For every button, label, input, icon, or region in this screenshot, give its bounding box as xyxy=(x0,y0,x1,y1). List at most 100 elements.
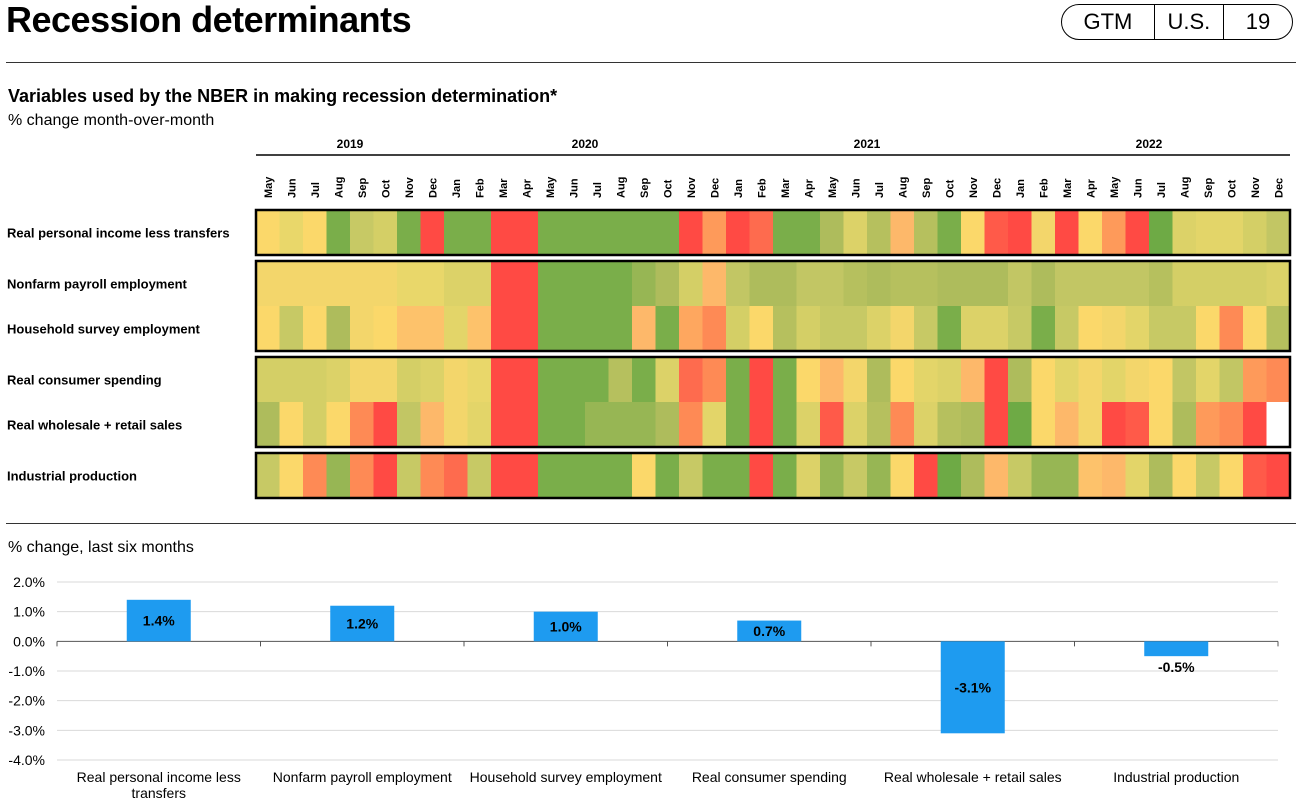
heatmap-cell xyxy=(1031,402,1056,447)
heatmap-cell xyxy=(937,357,962,402)
heatmap-cell xyxy=(773,306,797,351)
heatmap-cell xyxy=(655,306,680,351)
heatmap-cell xyxy=(303,402,327,447)
heatmap-cell xyxy=(514,453,539,498)
bar-data-label: 1.0% xyxy=(550,619,582,635)
badge-page-number: 19 xyxy=(1222,5,1292,39)
heatmap-cell xyxy=(561,306,586,351)
month-label: Jul xyxy=(1156,182,1168,198)
heatmap-cell xyxy=(655,261,680,306)
heatmap-cell xyxy=(538,402,562,447)
heatmap-cell xyxy=(843,357,868,402)
heatmap-cell xyxy=(1172,402,1197,447)
month-label: Apr xyxy=(803,178,815,198)
heatmap-cell xyxy=(256,306,280,351)
month-label: Feb xyxy=(756,178,768,198)
bar-data-label: 1.4% xyxy=(143,613,175,629)
header-divider xyxy=(6,62,1296,63)
heatmap-group-border xyxy=(254,451,1292,500)
heatmap-cell xyxy=(773,453,797,498)
y-tick-label: 2.0% xyxy=(13,574,45,590)
heatmap-cell xyxy=(655,453,680,498)
heatmap-cell xyxy=(867,210,891,255)
heatmap-cell xyxy=(1078,453,1103,498)
heatmap-cell xyxy=(702,453,727,498)
y-tick-label: -4.0% xyxy=(8,752,45,768)
month-label: Aug xyxy=(897,177,909,198)
heatmap-cell xyxy=(1102,306,1126,351)
heatmap-cell xyxy=(420,357,445,402)
heatmap-cell xyxy=(397,402,421,447)
heatmap-cell xyxy=(1031,210,1056,255)
heatmap-cell xyxy=(397,453,421,498)
year-label-2022: 2022 xyxy=(1136,137,1163,151)
heatmap-cell xyxy=(514,261,539,306)
heatmap-cell xyxy=(1008,357,1032,402)
heatmap-cell xyxy=(444,210,468,255)
heatmap-cell xyxy=(961,306,985,351)
y-tick-label: 0.0% xyxy=(13,633,45,649)
heatmap-cell xyxy=(256,261,280,306)
heatmap-cell xyxy=(632,261,656,306)
heatmap-cell xyxy=(608,453,633,498)
heatmap-cell xyxy=(256,357,280,402)
heatmap-row-label: Nonfarm payroll employment xyxy=(7,277,188,292)
bar xyxy=(1144,641,1209,657)
heatmap-cell xyxy=(867,261,891,306)
heatmap-cell xyxy=(373,402,398,447)
bar-data-label: 1.2% xyxy=(346,616,378,632)
heatmap-cell xyxy=(444,357,468,402)
heatmap-cell xyxy=(702,402,727,447)
heatmap-cell xyxy=(420,306,445,351)
heatmap-cell xyxy=(843,210,868,255)
heatmap-cell xyxy=(937,402,962,447)
bar xyxy=(330,605,395,642)
heatmap-cell xyxy=(420,402,445,447)
heatmap-cell xyxy=(585,402,609,447)
bar-data-label: -3.1% xyxy=(954,679,991,695)
heatmap-cell xyxy=(350,357,374,402)
month-label: Dec xyxy=(427,178,439,198)
heatmap-cell xyxy=(350,453,374,498)
x-category-label: Household survey employment xyxy=(470,769,662,785)
heatmap-cell xyxy=(702,261,727,306)
heatmap-cell xyxy=(1125,210,1150,255)
heatmap-cell xyxy=(702,306,727,351)
heatmap-cell xyxy=(679,357,703,402)
heatmap-title: Variables used by the NBER in making rec… xyxy=(8,86,558,106)
heatmap-cell xyxy=(303,357,327,402)
bar xyxy=(940,641,1005,734)
bar xyxy=(533,611,598,642)
barchart-unit: % change, last six months xyxy=(8,539,194,556)
heatmap-cell xyxy=(1102,261,1126,306)
heatmap-cell xyxy=(514,402,539,447)
heatmap-cell xyxy=(373,210,398,255)
heatmap-cell xyxy=(1219,453,1244,498)
heatmap-cell xyxy=(1266,306,1291,351)
heatmap-cell xyxy=(279,210,304,255)
heatmap-cell xyxy=(1149,402,1173,447)
section-divider xyxy=(6,523,1296,524)
six-month-change-bar-chart: 2.0% 1.0% 0.0% -1.0% -2.0% -3.0% -4.0% 1.4% Real… xyxy=(8,574,1279,801)
heatmap-group-border xyxy=(254,259,1292,353)
month-label: Nov xyxy=(968,176,980,198)
heatmap-cell xyxy=(937,453,962,498)
heatmap-cell xyxy=(773,402,797,447)
month-label: Jul xyxy=(874,182,886,198)
heatmap-cell xyxy=(796,210,821,255)
month-label: Nov xyxy=(1250,176,1262,198)
bar-data-label: 0.7% xyxy=(753,623,785,639)
year-label-2021: 2021 xyxy=(854,137,881,151)
heatmap-cell xyxy=(773,357,797,402)
month-label: May xyxy=(827,176,839,198)
heatmap-cell xyxy=(538,210,562,255)
month-label: Nov xyxy=(404,176,416,198)
heatmap-cell xyxy=(1125,357,1150,402)
heatmap-cell xyxy=(655,210,680,255)
heatmap-cell xyxy=(961,402,985,447)
heatmap-cell xyxy=(820,402,844,447)
heatmap-cell xyxy=(1078,306,1103,351)
heatmap-cell xyxy=(726,357,750,402)
heatmap-cell xyxy=(373,453,398,498)
heatmap-cell xyxy=(279,402,304,447)
